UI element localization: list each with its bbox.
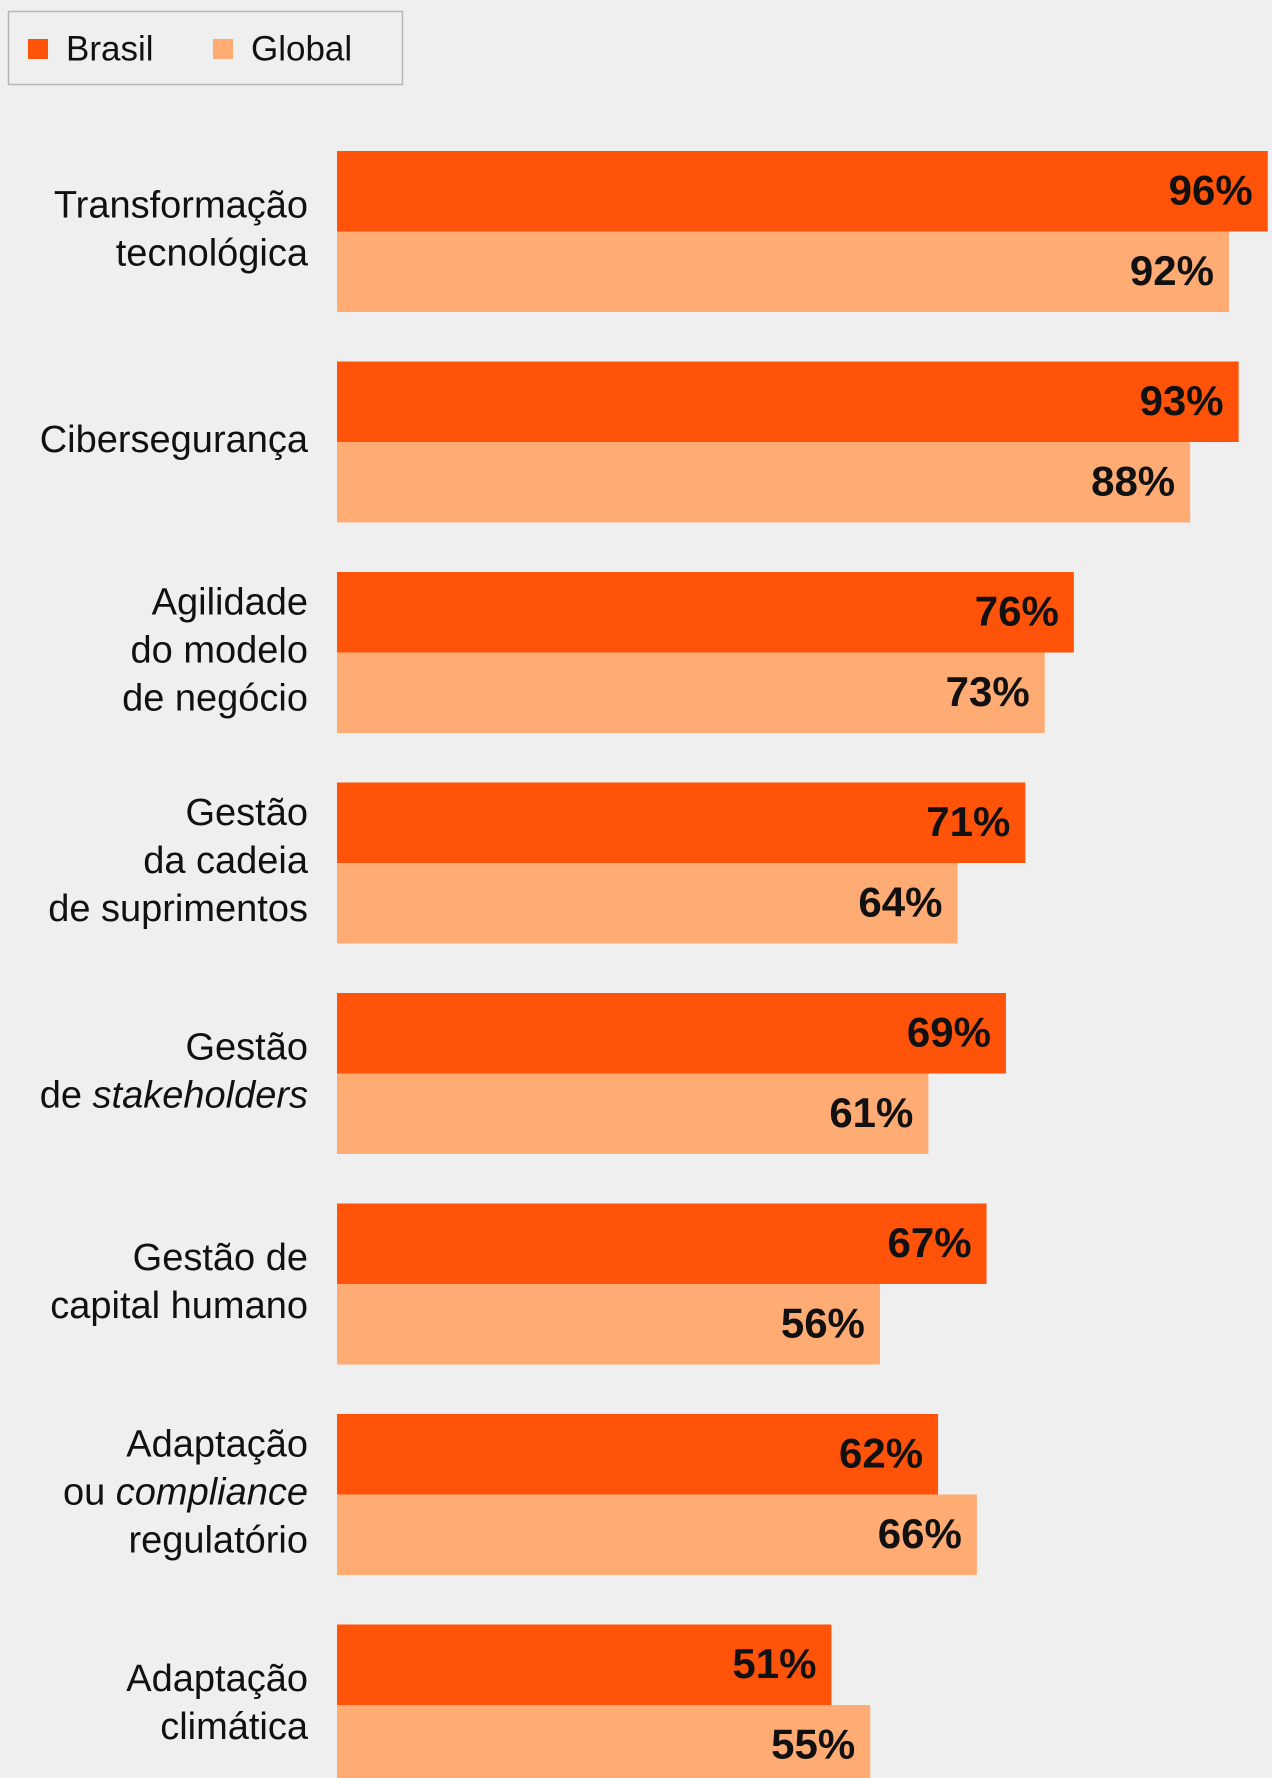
bar: [337, 782, 1026, 863]
category-label-part: stakeholders: [93, 1075, 308, 1117]
bar: [337, 1705, 871, 1778]
legend-swatch: [28, 39, 48, 59]
legend-label: Brasil: [66, 29, 154, 68]
bar: [337, 652, 1045, 733]
value-label: 66%: [878, 1510, 962, 1557]
category-label: Transformação: [54, 185, 308, 227]
category-label: ou compliance: [63, 1472, 308, 1514]
category-label: Adaptação: [126, 1424, 308, 1466]
category-label: da cadeia: [143, 840, 309, 882]
value-label: 51%: [732, 1640, 816, 1687]
category-label: tecnológica: [116, 233, 309, 275]
category-label-part: ou: [63, 1472, 116, 1514]
value-label: 71%: [926, 798, 1010, 845]
category-label: climática: [160, 1706, 309, 1748]
bar: [337, 572, 1074, 653]
bar: [337, 863, 958, 944]
legend-label: Global: [251, 29, 352, 68]
value-label: 64%: [858, 878, 942, 925]
bar: [337, 993, 1006, 1074]
category-label: Gestão de: [133, 1237, 308, 1279]
value-label: 96%: [1169, 166, 1253, 213]
category-label-part: de: [40, 1075, 93, 1117]
category-label: Adaptação: [126, 1658, 308, 1700]
legend-box: [7, 10, 404, 86]
value-label: 62%: [839, 1429, 923, 1476]
category-label: Agilidade: [152, 582, 308, 624]
category-label: de stakeholders: [40, 1075, 308, 1117]
bar: [337, 231, 1229, 312]
value-label: 56%: [781, 1299, 865, 1346]
bar: [337, 1073, 929, 1154]
value-label: 67%: [888, 1219, 972, 1266]
value-label: 92%: [1130, 247, 1214, 294]
category-label: Cibersegurança: [40, 419, 309, 461]
category-label: do modelo: [131, 630, 308, 672]
value-label: 93%: [1140, 377, 1224, 424]
bar: [337, 1414, 939, 1495]
category-label: Gestão: [185, 1027, 308, 1069]
category-label-part: compliance: [116, 1472, 308, 1514]
category-label: de negócio: [122, 678, 308, 720]
bar: [337, 1203, 987, 1284]
value-label: 76%: [975, 587, 1059, 634]
category-label: capital humano: [50, 1285, 308, 1327]
value-label: 73%: [946, 668, 1030, 715]
value-label: 61%: [829, 1089, 913, 1136]
bar: [337, 442, 1191, 523]
bar: [337, 361, 1239, 442]
value-label: 88%: [1091, 457, 1175, 504]
bar: [337, 1494, 977, 1575]
bar: [337, 1624, 832, 1705]
bar: [337, 1284, 880, 1365]
category-label: de suprimentos: [48, 888, 308, 930]
legend-swatch: [213, 39, 233, 59]
value-label: 55%: [771, 1720, 855, 1767]
bar: [337, 151, 1268, 232]
value-label: 69%: [907, 1008, 991, 1055]
category-label: Gestão: [185, 792, 308, 834]
category-label: regulatório: [128, 1520, 308, 1562]
